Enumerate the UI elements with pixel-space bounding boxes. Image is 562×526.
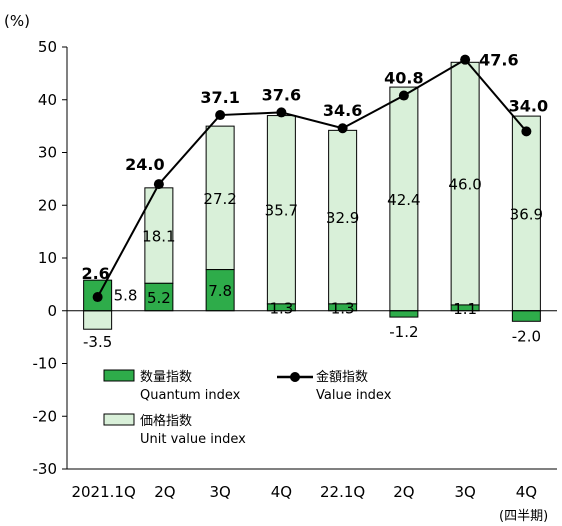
quantum-label: 7.8 xyxy=(208,282,232,300)
quantum-bar xyxy=(511,310,541,322)
data-labels: 5.8 -3.5 5.2 18.1 7.8 27.2 1.3 35.7 1.3 32.9 -1.2 4… xyxy=(83,176,543,352)
unit-value-bar xyxy=(144,187,174,284)
period-label: (四半期) xyxy=(499,509,548,524)
y-axis: 50 40 30 20 10 0 -10 -20 -30 xyxy=(33,38,67,478)
legend-quantum-en: Quantum index xyxy=(140,388,241,403)
value-index-point xyxy=(337,123,348,134)
x-tick-label: 3Q xyxy=(209,483,230,501)
value-index-point xyxy=(92,292,103,303)
legend-quantum-jp: 数量指数 xyxy=(140,370,192,385)
value-index-label: 2.6 xyxy=(81,264,109,283)
quantum-label: 5.8 xyxy=(114,286,138,304)
value-index-label: 47.6 xyxy=(479,51,518,70)
value-index-label: 24.0 xyxy=(125,155,164,174)
unit-value-label: -3.5 xyxy=(83,333,112,351)
unit-value-label: 42.4 xyxy=(387,191,420,209)
unit-value-label: 32.9 xyxy=(326,209,359,227)
legend-unit-en: Unit value index xyxy=(140,432,246,447)
y-tick-label: 30 xyxy=(38,144,57,162)
quantum-label: 1.3 xyxy=(331,299,355,317)
legend-unit-jp: 価格指数 xyxy=(140,413,192,429)
x-axis: 2021.1Q 2Q 3Q 4Q 22.1Q 2Q 3Q 4Q xyxy=(71,483,537,501)
axis-lines xyxy=(66,47,557,470)
value-index-label: 37.1 xyxy=(200,88,239,107)
y-tick-label: -10 xyxy=(33,355,58,373)
value-index-point xyxy=(153,179,164,190)
x-tick-label: 3Q xyxy=(454,483,475,501)
y-tick-label: 40 xyxy=(38,91,57,109)
unit-value-label: 36.9 xyxy=(510,205,543,223)
value-index-label: 40.8 xyxy=(384,69,423,88)
value-index-point xyxy=(276,107,287,118)
x-tick-label: 4Q xyxy=(271,483,292,501)
quantum-bar xyxy=(389,310,419,318)
value-index-series-line xyxy=(96,58,528,298)
unit-label: (%) xyxy=(4,12,30,30)
unit-value-label: 18.1 xyxy=(142,228,175,246)
legend-quantum-swatch xyxy=(103,369,135,382)
quantum-label: -1.2 xyxy=(389,323,418,341)
legend-value-jp: 金額指数 xyxy=(316,369,368,385)
quantum-label: 1.1 xyxy=(453,300,477,318)
value-index-point xyxy=(398,90,409,101)
unit-value-label: 35.7 xyxy=(265,202,298,220)
quantum-label: 5.2 xyxy=(147,289,171,307)
y-tick-label: 20 xyxy=(38,196,57,214)
y-tick-label: -30 xyxy=(33,460,58,478)
quantum-bars xyxy=(83,269,541,322)
value-index-point xyxy=(215,110,226,121)
quantum-label: 1.3 xyxy=(269,299,293,317)
value-index-line: 2.6 24.0 37.1 37.6 34.6 40.8 47.6 34.0 xyxy=(81,51,548,303)
unit-value-bar xyxy=(205,125,235,271)
unit-value-label: 27.2 xyxy=(203,190,236,208)
quantum-label: -2.0 xyxy=(512,327,541,345)
x-tick-label: 4Q xyxy=(516,483,537,501)
value-index-label: 34.0 xyxy=(509,96,548,115)
x-tick-label: 22.1Q xyxy=(320,483,365,501)
x-tick-label: 2Q xyxy=(393,483,414,501)
value-index-label: 37.6 xyxy=(262,85,301,104)
quantum-bar xyxy=(205,269,235,312)
unit-value-bars xyxy=(83,61,541,330)
legend-unit-swatch xyxy=(103,413,135,426)
value-index-point xyxy=(521,126,532,137)
y-tick-label: 10 xyxy=(38,249,57,267)
unit-value-label: 46.0 xyxy=(448,176,481,194)
x-tick-label: 2021.1Q xyxy=(71,483,135,501)
legend-value-marker xyxy=(290,372,300,382)
value-index-label: 34.6 xyxy=(323,101,362,120)
value-index-point xyxy=(460,54,471,65)
y-tick-label: 0 xyxy=(47,302,57,320)
legend: 数量指数 Quantum index 価格指数 Unit value index… xyxy=(71,361,392,454)
x-tick-label: 2Q xyxy=(154,483,175,501)
y-tick-label: 50 xyxy=(38,38,57,56)
quantum-bar xyxy=(144,282,174,312)
y-tick-label: -20 xyxy=(33,407,58,425)
unit-value-bar xyxy=(83,310,113,330)
unit-value-bar xyxy=(511,115,541,312)
legend-value-en: Value index xyxy=(316,388,392,403)
